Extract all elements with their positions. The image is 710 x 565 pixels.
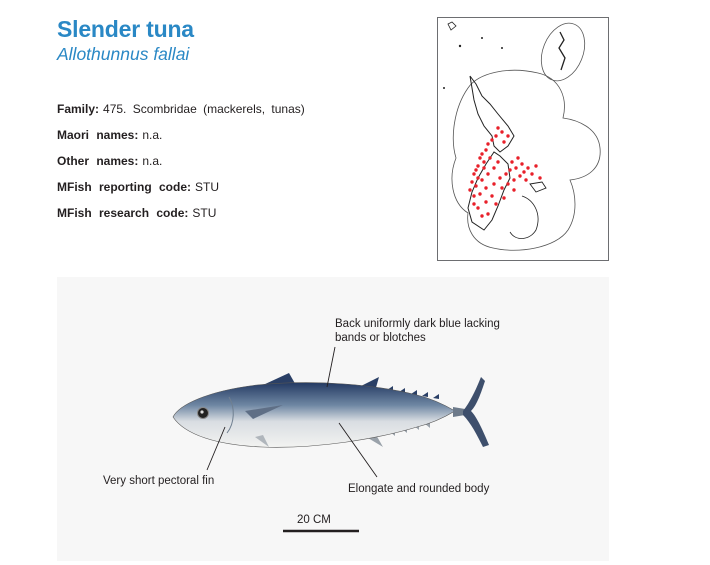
distribution-map-graphic [443, 21, 601, 251]
family-label: Family: [57, 102, 100, 116]
annotation-back-line-2: bands or blotches [335, 332, 426, 344]
other-names-row: Other names: n.a. [57, 148, 305, 174]
maori-names-value: n.a. [142, 128, 163, 142]
other-names-label: Other names: [57, 154, 139, 168]
family-value: 475. Scombridae (mackerels, tunas) [103, 102, 305, 116]
research-code-label: MFish research code: [57, 206, 189, 220]
research-code-row: MFish research code: STU [57, 200, 305, 226]
occurrence-points [468, 126, 542, 218]
maori-names-label: Maori names: [57, 128, 139, 142]
reporting-code-value: STU [195, 180, 219, 194]
research-code-value: STU [192, 206, 217, 220]
common-name: Slender tuna [57, 16, 194, 42]
leader-body [338, 422, 378, 478]
fish-body [172, 382, 456, 448]
annotation-back: Back uniformly dark blue lacking bands o… [335, 317, 500, 345]
pectoral-fin [245, 405, 283, 419]
leader-back [326, 346, 336, 388]
fish-illustration [172, 346, 489, 533]
scientific-name: Allothunnus fallai [57, 44, 190, 64]
other-names-value: n.a. [142, 154, 163, 168]
reporting-code-row: MFish reporting code: STU [57, 174, 305, 200]
annotation-back-line-1: Back uniformly dark blue lacking [335, 318, 500, 330]
annotation-pectoral-fin: Very short pectoral fin [103, 475, 215, 487]
species-info: Family: 475. Scombridae (mackerels, tunas… [57, 96, 305, 226]
maori-names-row: Maori names: n.a. [57, 122, 305, 148]
annotation-body: Elongate and rounded body [348, 483, 490, 495]
caudal-fin [463, 377, 489, 447]
leader-pectoral [206, 426, 226, 471]
distribution-map [437, 17, 609, 261]
family-row: Family: 475. Scombridae (mackerels, tunas… [57, 96, 305, 122]
fish-illustration-panel: Back uniformly dark blue lacking bands o… [57, 277, 609, 561]
scale-bar-label: 20 CM [297, 514, 331, 526]
reporting-code-label: MFish reporting code: [57, 180, 191, 194]
